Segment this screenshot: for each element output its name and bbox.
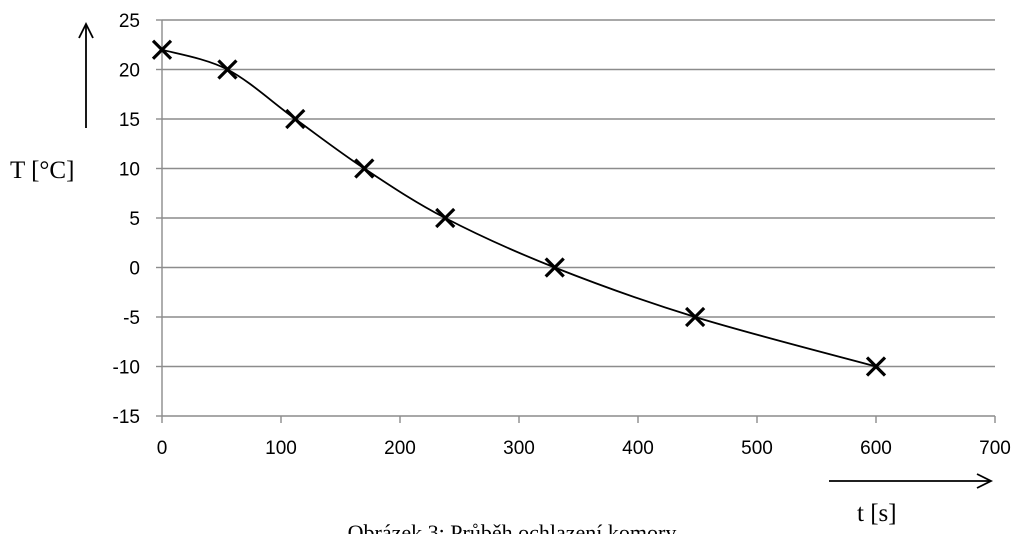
x-tick-labels: 0 100 200 300 400 500 600 700 <box>157 438 1011 459</box>
x-tick-label: 600 <box>860 438 892 459</box>
marker-stroke <box>151 39 173 60</box>
axes <box>156 19 996 423</box>
data-point-marker <box>684 306 706 328</box>
data-point-marker <box>354 158 375 179</box>
figure-caption: Obrázek 3: Průběh ochlazení komory <box>348 520 677 534</box>
x-axis-arrowhead <box>976 473 994 489</box>
data-point-marker <box>151 39 173 60</box>
x-tick-label: 0 <box>157 438 168 459</box>
data-point-marker <box>544 257 565 278</box>
x-tick-label: 200 <box>384 438 416 459</box>
y-tick-label: 0 <box>129 259 140 280</box>
y-tick-label: -5 <box>123 308 140 329</box>
x-tick-label: 100 <box>265 438 297 459</box>
data-point-marker <box>865 356 887 377</box>
x-axis-label: t [s] <box>857 500 897 527</box>
marker-stroke <box>544 257 565 278</box>
data-point-marker <box>285 108 306 130</box>
data-point-marker <box>435 207 456 229</box>
y-tick-label: -10 <box>113 358 140 379</box>
y-tick-label: -15 <box>113 407 140 428</box>
y-tick-label: 5 <box>129 209 140 230</box>
marker-stroke <box>285 108 306 130</box>
y-tick-label: 25 <box>119 11 140 32</box>
y-tick-label: 20 <box>119 61 140 82</box>
series-curve <box>161 48 877 368</box>
marker-stroke <box>865 356 887 377</box>
gridlines <box>162 19 995 368</box>
marker-stroke <box>354 158 375 179</box>
marker-stroke <box>684 306 706 328</box>
x-tick-label: 300 <box>503 438 535 459</box>
y-tick-label: 15 <box>119 110 140 131</box>
data-point-marker <box>217 59 238 80</box>
y-tick-labels: 25 20 15 10 5 0 -5 -10 -15 <box>113 11 140 428</box>
y-tick-label: 10 <box>119 160 140 181</box>
marker-stroke <box>217 59 238 80</box>
data-markers <box>151 39 887 377</box>
y-axis-arrowhead <box>78 21 94 39</box>
x-tick-label: 700 <box>979 438 1011 459</box>
y-axis-label: T [°C] <box>10 157 74 184</box>
x-tick-label: 400 <box>622 438 654 459</box>
marker-stroke <box>435 207 456 229</box>
x-tick-label: 500 <box>741 438 773 459</box>
